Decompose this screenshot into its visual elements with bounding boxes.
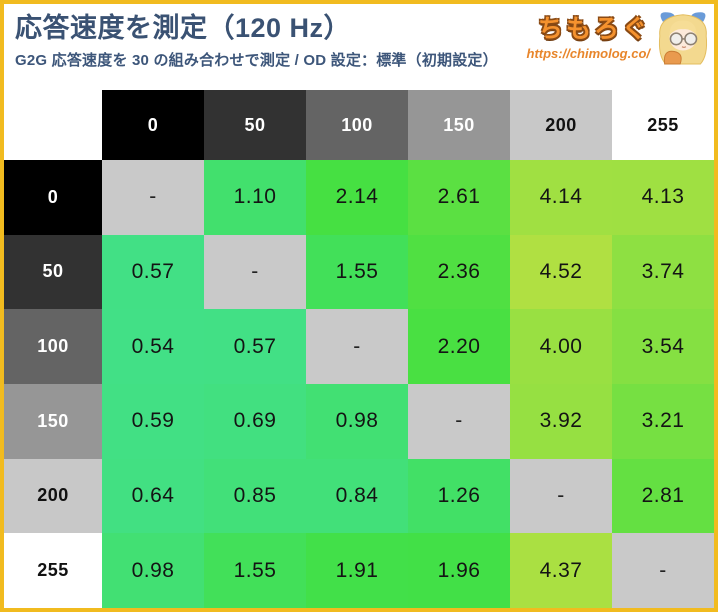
- heatmap-cell-50-100: 1.55: [306, 234, 408, 310]
- heatmap-cell-200-255: 2.81: [612, 458, 714, 534]
- response-time-heatmap: 0 50 100 150 200 255 0-1.10 2.14 2.61 4.14 4.13 50 0…: [4, 90, 714, 608]
- row-header-0: 0: [4, 160, 102, 235]
- row-header-100: 100: [4, 309, 102, 384]
- heatmap-cell-255-200: 4.37: [510, 533, 612, 608]
- col-header-50: 50: [204, 90, 306, 160]
- heatmap-cell-200-0: 0.64: [102, 458, 204, 534]
- heatmap-cell-150-150: -: [408, 383, 510, 459]
- heatmap-cell-0-150: 2.61: [408, 160, 510, 235]
- heatmap-cell-100-200: 4.00: [510, 309, 612, 384]
- row-header-50: 50: [4, 234, 102, 310]
- site-logo: ちもろぐ https://chimolog.co/: [527, 7, 715, 65]
- row-header-200: 200: [4, 458, 102, 534]
- heatmap-cell-150-200: 3.92: [510, 383, 612, 459]
- col-header-100: 100: [306, 90, 408, 160]
- heatmap-cell-50-255: 3.74: [612, 234, 714, 310]
- heatmap-cell-50-200: 4.52: [510, 234, 612, 310]
- heatmap-cell-50-50: -: [204, 234, 306, 310]
- heatmap-cell-50-0: 0.57: [102, 234, 204, 310]
- mascot-avatar-icon: [658, 12, 708, 65]
- heatmap-cell-150-50: 0.69: [204, 383, 306, 459]
- heatmap-cell-255-100: 1.91: [306, 533, 408, 608]
- col-header-150: 150: [408, 90, 510, 160]
- heatmap-cell-50-150: 2.36: [408, 234, 510, 310]
- col-header-0: 0: [102, 90, 204, 160]
- heatmap-cell-150-255: 3.21: [612, 383, 714, 459]
- heatmap-cell-200-100: 0.84: [306, 458, 408, 534]
- heatmap-cell-255-150: 1.96: [408, 533, 510, 608]
- heatmap-cell-0-255: 4.13: [612, 160, 714, 235]
- page-title: 応答速度を測定（120 Hz）: [15, 13, 352, 43]
- row-header-150: 150: [4, 383, 102, 459]
- row-header-255: 255: [4, 533, 102, 608]
- heatmap-cell-100-50: 0.57: [204, 309, 306, 384]
- heatmap-cell-0-0: -: [102, 160, 204, 235]
- heatmap-cell-150-100: 0.98: [306, 383, 408, 459]
- brand-name: ちもろぐ: [537, 15, 650, 43]
- heatmap-cell-0-200: 4.14: [510, 160, 612, 235]
- heatmap-cell-200-200: -: [510, 458, 612, 534]
- heatmap-cell-150-0: 0.59: [102, 383, 204, 459]
- heatmap-cell-0-100: 2.14: [306, 160, 408, 235]
- col-header-200: 200: [510, 90, 612, 160]
- heatmap-cell-100-0: 0.54: [102, 309, 204, 384]
- heatmap-cell-100-100: -: [306, 309, 408, 384]
- page-subtitle: G2G 応答速度を 30 の組み合わせで測定 / OD 設定：標準（初期設定）: [15, 51, 498, 69]
- heatmap-cell-100-150: 2.20: [408, 309, 510, 384]
- title-block: 応答速度を測定（120 Hz） G2G 応答速度を 30 の組み合わせで測定 /…: [15, 12, 498, 70]
- heatmap-cell-100-255: 3.54: [612, 309, 714, 384]
- heatmap-cell-200-150: 1.26: [408, 458, 510, 534]
- heatmap-cell-200-50: 0.85: [204, 458, 306, 534]
- heatmap-cell-0-50: 1.10: [204, 160, 306, 235]
- heatmap-cell-255-255: -: [612, 533, 714, 608]
- col-header-255: 255: [612, 90, 714, 160]
- heatmap-cell-255-0: 0.98: [102, 533, 204, 608]
- heatmap-corner-cell: [4, 90, 102, 160]
- heatmap-cell-255-50: 1.55: [204, 533, 306, 608]
- brand-url: https://chimolog.co/: [526, 46, 651, 61]
- site-logo-text: ちもろぐ https://chimolog.co/: [527, 9, 651, 61]
